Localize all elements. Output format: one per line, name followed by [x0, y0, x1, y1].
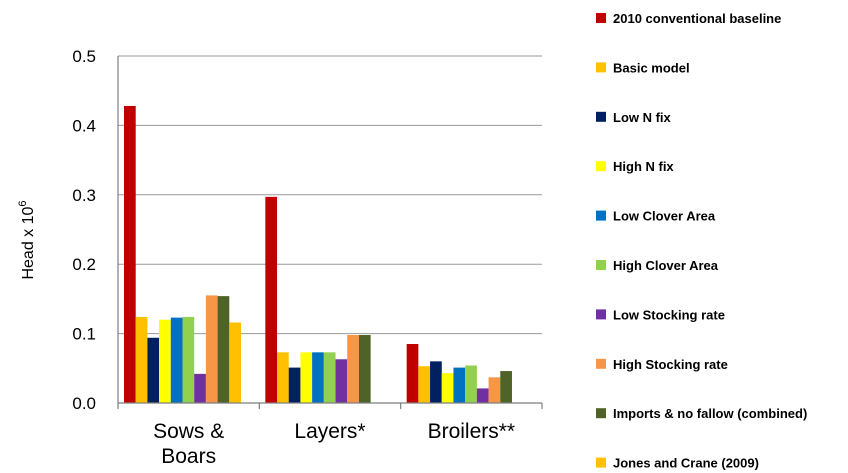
bar [229, 322, 241, 403]
x-tick-labels: Sows & Boars Layers* Broilers** [153, 420, 515, 468]
legend-swatch [596, 457, 606, 468]
y-tick-label: 0.3 [72, 186, 96, 205]
bar [465, 365, 477, 403]
legend-label: 2010 conventional baseline [613, 11, 781, 26]
legend-label: Low Clover Area [613, 209, 716, 224]
y-tick-label: 0.5 [72, 47, 96, 66]
bar [170, 317, 183, 403]
bar [265, 196, 278, 403]
bar [500, 371, 512, 403]
axes [117, 56, 543, 409]
legend-label: Jones and Crane (2009) [613, 456, 759, 471]
legend-swatch [596, 358, 606, 369]
bar [277, 352, 289, 403]
y-tick-label: 0.4 [72, 116, 96, 135]
bar [418, 366, 431, 403]
category-label: Broilers** [428, 420, 516, 443]
bar [347, 334, 359, 403]
bar [312, 352, 324, 403]
legend-item: 2010 conventional baseline [596, 11, 781, 26]
legend-item: High N fix [596, 159, 674, 174]
legend-item: Jones and Crane (2009) [596, 456, 759, 471]
legend-item: High Clover Area [596, 258, 719, 273]
gridlines [118, 55, 542, 335]
legend-item: High Stocking rate [596, 357, 728, 372]
bar [323, 352, 336, 403]
legend-item: Imports & no fallow (combined) [596, 406, 807, 421]
bar [406, 344, 419, 403]
legend-item: Low Clover Area [596, 209, 716, 224]
bar [147, 337, 160, 403]
y-tick-label: 0.1 [72, 325, 96, 344]
legend-item: Low Stocking rate [596, 307, 725, 322]
bar [300, 352, 313, 403]
category-label: Sows & Boars [153, 420, 224, 468]
bar [205, 295, 218, 403]
legend-label: High N fix [613, 159, 674, 174]
bar [488, 377, 501, 403]
bar [358, 334, 371, 403]
bars [124, 105, 512, 403]
legend-swatch [596, 408, 606, 419]
bar [430, 361, 442, 403]
legend-label: High Stocking rate [613, 357, 728, 372]
legend: 2010 conventional baseline Basic model Low… [596, 11, 807, 471]
bar [335, 359, 348, 403]
legend-swatch [596, 309, 606, 320]
legend-item: Low N fix [596, 110, 672, 125]
legend-label: High Clover Area [613, 258, 719, 273]
legend-swatch [596, 13, 606, 23]
bar [159, 319, 171, 403]
y-tick-label: 0.0 [72, 394, 96, 413]
legend-label: Basic model [613, 60, 690, 75]
legend-swatch [596, 161, 606, 172]
legend-swatch [596, 260, 606, 270]
bar [476, 388, 489, 403]
bar [194, 373, 206, 403]
bar [182, 316, 195, 403]
legend-label: Imports & no fallow (combined) [613, 406, 807, 421]
legend-swatch [596, 111, 606, 122]
bar [453, 367, 466, 403]
y-tick-labels: 0.0 0.1 0.2 0.3 0.4 0.5 [72, 47, 96, 413]
legend-swatch [596, 210, 606, 221]
y-axis-label: Head x 106 [17, 200, 37, 279]
legend-item: Basic model [596, 60, 690, 75]
bar [135, 316, 148, 403]
bar [217, 296, 230, 403]
y-tick-label: 0.2 [72, 255, 96, 274]
legend-label: Low Stocking rate [613, 307, 725, 322]
bar [124, 105, 136, 403]
bar [288, 367, 301, 403]
legend-label: Low N fix [613, 110, 672, 125]
bar [441, 373, 454, 403]
legend-swatch [596, 62, 606, 73]
category-label: Layers* [294, 420, 365, 443]
